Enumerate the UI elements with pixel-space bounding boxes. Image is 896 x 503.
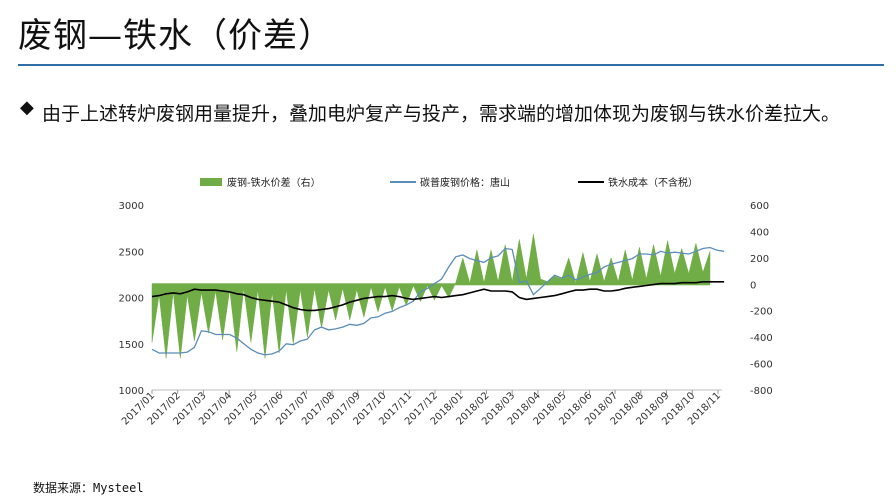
left-tick-label: 1500 — [119, 340, 144, 351]
data-source-note: 数据来源：Mysteel — [33, 481, 144, 495]
spread-zero-band — [152, 283, 710, 286]
line-series — [151, 246, 725, 356]
title-rule — [18, 64, 884, 66]
right-tick-label: -200 — [750, 307, 773, 318]
spread-area — [151, 234, 711, 359]
right-axis-ticks: -800 -600 -400 -200 0 200 400 600 — [750, 201, 773, 397]
spread-area-series — [151, 234, 711, 359]
scrap-price-line — [151, 246, 725, 356]
legend-label-spread: 废钢-铁水价差（右） — [227, 176, 321, 189]
bullet-text: 由于上述转炉废钢用量提升，叠加电炉复产与投产，需求端的增加体现为废钢与铁水价差拉… — [42, 103, 841, 125]
slide-title: 废钢—铁水（价差） — [18, 16, 333, 56]
left-tick-label: 2500 — [119, 247, 144, 258]
left-tick-label: 1000 — [119, 386, 144, 397]
right-tick-label: 0 — [750, 280, 756, 291]
right-tick-label: 200 — [750, 254, 769, 265]
right-tick-label: 400 — [750, 227, 769, 238]
legend-label-scrap: 碳普废钢价格：唐山 — [420, 176, 510, 189]
left-tick-label: 3000 — [119, 201, 144, 212]
right-tick-label: -800 — [750, 386, 773, 397]
hotmetal-cost-line — [151, 280, 725, 312]
diamond-bullet-icon: ◆ — [20, 97, 34, 118]
right-tick-label: -400 — [750, 333, 773, 344]
left-axis-ticks: 1000 1500 2000 2500 3000 — [119, 201, 144, 397]
x-axis-ticks: 2017/012017/022017/032017/042017/052017/… — [120, 390, 723, 427]
right-tick-label: -600 — [750, 360, 773, 371]
legend-swatch-spread — [200, 178, 222, 186]
right-tick-label: 600 — [750, 201, 769, 212]
legend-label-hotmetal: 铁水成本（不含税） — [608, 176, 698, 189]
left-tick-label: 2000 — [119, 294, 144, 305]
chart-legend: 废钢-铁水价差（右） 碳普废钢价格：唐山 铁水成本（不含税） — [200, 176, 698, 189]
